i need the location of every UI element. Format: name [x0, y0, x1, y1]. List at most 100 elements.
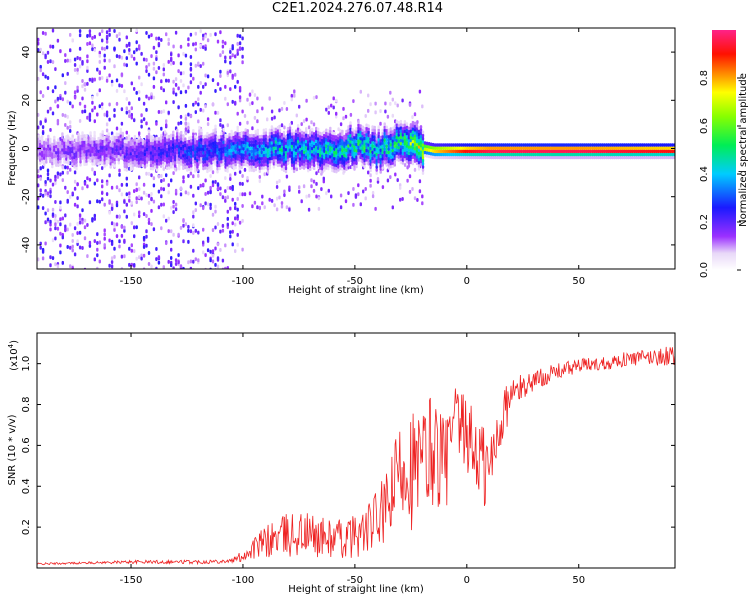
spectrogram-cell: [176, 131, 179, 136]
spectrogram-cell: [599, 146, 602, 150]
spectrogram-cell: [87, 142, 90, 147]
spectrogram-cell: [439, 149, 443, 154]
spectrogram-cell: [128, 195, 131, 199]
spectrogram-cell: [163, 146, 167, 150]
spectrogram-cell: [209, 185, 212, 190]
spectrogram-cell: [395, 151, 398, 155]
spectrogram-cell: [395, 129, 398, 133]
spectrogram-cell: [93, 152, 96, 157]
spectrogram-cell: [218, 138, 221, 142]
spectrogram-cell: [43, 140, 46, 145]
spectrogram-cell: [214, 149, 217, 154]
spectrogram-cell: [264, 146, 268, 151]
spectrogram-cell: [629, 149, 632, 154]
spectrogram-cell: [415, 142, 419, 147]
spectrogram-cell: [510, 143, 513, 147]
spectrogram-cell: [91, 167, 94, 172]
spectrogram-cell: [167, 259, 170, 264]
spectrogram-cell: [63, 147, 66, 152]
spectrogram-cell: [230, 161, 233, 165]
spectrogram-cell: [147, 157, 151, 162]
spectrogram-cell: [645, 152, 648, 157]
spectrogram-cell: [341, 157, 344, 162]
spectrogram-cell: [248, 165, 251, 169]
spectrogram-cell: [393, 137, 396, 142]
spectrogram-cell: [157, 36, 161, 41]
spectrogram-cell: [87, 145, 90, 150]
spectrogram-cell: [635, 149, 638, 154]
spectrogram-cell: [98, 259, 101, 264]
spectrogram-cell: [663, 155, 666, 160]
spectrogram-cell: [284, 163, 288, 167]
spectrogram-cell: [135, 47, 138, 52]
spectrogram-cell: [274, 152, 278, 157]
spectrogram-cell: [128, 114, 131, 119]
spectrogram-cell: [339, 135, 342, 139]
spectrogram-cell: [329, 129, 332, 134]
spectrogram-cell: [56, 96, 60, 101]
spectrogram-cell: [391, 129, 394, 134]
spectrogram-cell: [119, 156, 122, 160]
spectrogram-cell: [544, 146, 548, 150]
spectrogram-cell: [81, 186, 84, 191]
spectrogram-cell: [421, 171, 425, 175]
spectrogram-cell: [103, 139, 106, 143]
spectrogram-cell: [631, 152, 634, 157]
spectrogram-cell: [65, 157, 68, 161]
spectrogram-cell: [655, 152, 658, 157]
spectrogram-cell: [172, 90, 175, 95]
spectrogram-cell: [206, 150, 209, 155]
spectrogram-cell: [59, 200, 62, 205]
spectrogram-cell: [280, 204, 284, 209]
spectrogram-cell: [125, 168, 128, 172]
spectrogram-cell: [101, 102, 104, 107]
spectrogram-cell: [143, 149, 147, 153]
spectrogram-cell: [377, 159, 380, 164]
spectrogram-cell: [187, 260, 190, 265]
spectrogram-cell: [282, 155, 286, 160]
spectrogram-cell: [302, 147, 306, 151]
spectrogram-cell: [312, 179, 316, 184]
spectrogram-cell: [419, 156, 423, 160]
spectrogram-cell: [236, 197, 239, 201]
spectrogram-cell: [260, 141, 263, 145]
spectrogram-cell: [238, 132, 241, 137]
spectrogram-cell: [77, 154, 80, 158]
spectrogram-cell: [570, 152, 574, 157]
spectrogram-cell: [109, 158, 112, 163]
spectrogram-cell: [300, 146, 304, 151]
spectrogram-cell: [220, 153, 223, 158]
spectrogram-cell: [520, 143, 523, 147]
spectrogram-cell: [200, 137, 203, 142]
spectrogram-cell: [198, 160, 201, 164]
spectrogram-cell: [248, 155, 251, 160]
spectrogram-cell: [131, 138, 135, 143]
spectrogram-cell: [502, 155, 505, 160]
spectrogram-cell: [373, 125, 376, 130]
spectrogram-cell: [44, 211, 47, 216]
spectrogram-cell: [211, 253, 215, 258]
spectrogram-cell: [93, 149, 96, 154]
spectrogram-cell: [73, 186, 77, 191]
spectrogram-cell: [88, 117, 92, 122]
spectrogram-cell: [270, 141, 274, 145]
spectrogram-cell: [127, 137, 131, 142]
spectrogram-cell: [442, 143, 445, 147]
spectrogram-cell: [518, 146, 521, 150]
spectrogram-cell: [161, 154, 165, 158]
spectrogram-cell: [274, 162, 278, 166]
spectrogram-cell: [101, 145, 104, 150]
spectrogram-cell: [49, 178, 52, 183]
spectrogram-cell: [439, 146, 443, 150]
spectrogram-cell: [184, 146, 187, 151]
spectrogram-cell: [198, 129, 201, 133]
spectrogram-cell: [353, 160, 356, 165]
spectrogram-cell: [399, 129, 403, 133]
spectrogram-cell: [347, 128, 350, 132]
spectrogram-cell: [460, 155, 463, 160]
spectrogram-cell: [214, 156, 217, 160]
spectrogram-cell: [56, 226, 60, 231]
spectrogram-cell: [446, 149, 449, 154]
spectrogram-cell: [85, 140, 88, 144]
spectrogram-cell: [548, 149, 552, 154]
